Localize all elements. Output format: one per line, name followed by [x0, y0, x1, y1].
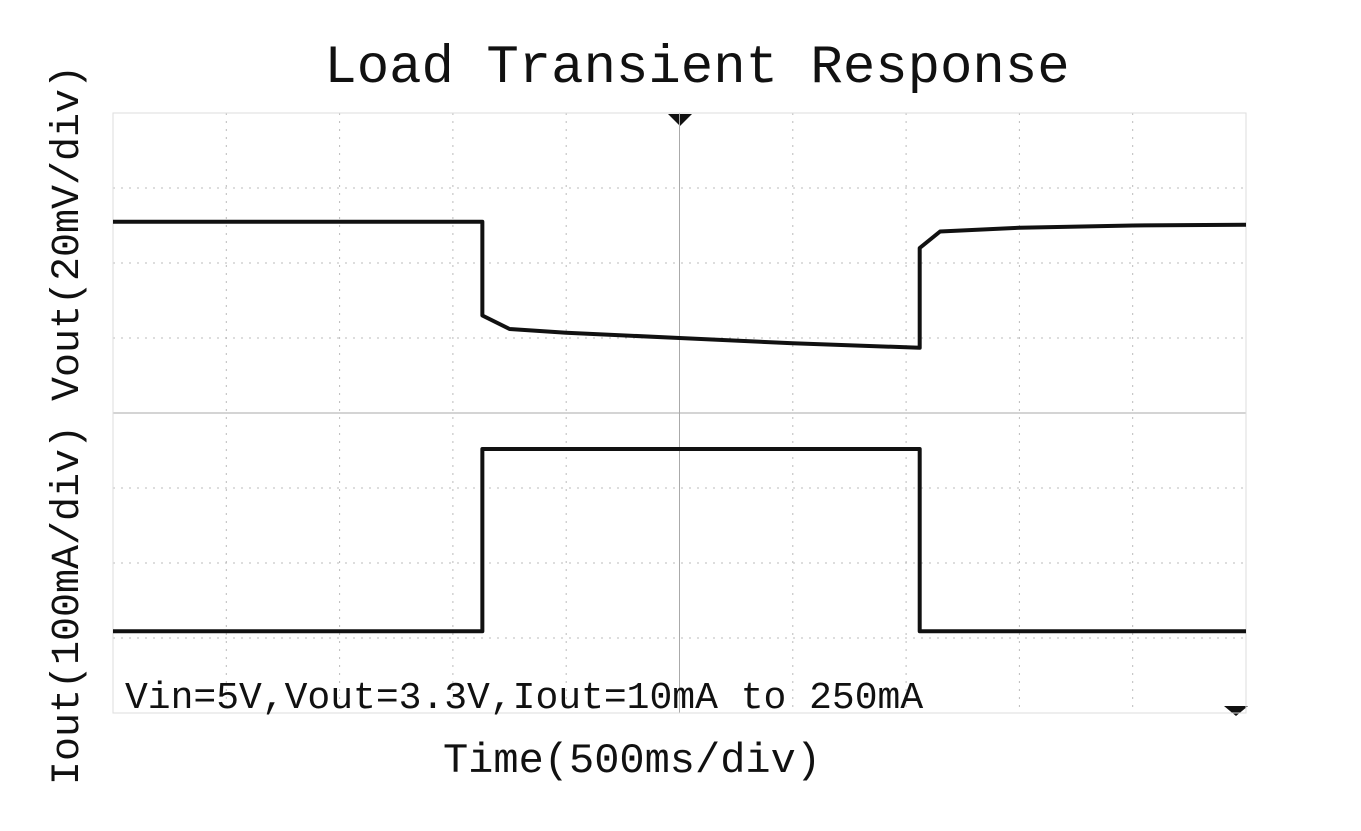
- plot-area: [112, 112, 1247, 714]
- trace: [113, 447, 1246, 634]
- x-axis-label: Time(500ms/div): [443, 737, 821, 785]
- chart-title: Load Transient Response: [324, 38, 1069, 99]
- annotation: Vin=5V,Vout=3.3V,Iout=10mA to 250mA: [125, 677, 923, 720]
- trigger-level-marker: [1224, 706, 1248, 716]
- y-axis-label: Iout(100mA/div) Vout(20mV/div): [46, 65, 91, 785]
- trace: [113, 219, 1247, 350]
- frame: [112, 112, 1247, 714]
